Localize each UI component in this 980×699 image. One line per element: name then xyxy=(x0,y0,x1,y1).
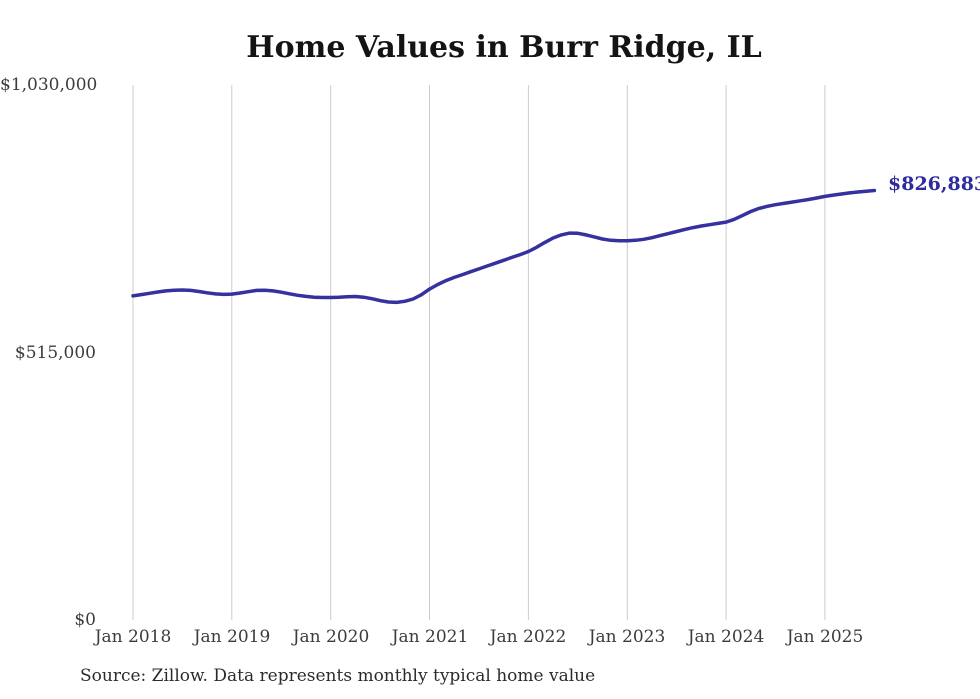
chart-title: Home Values in Burr Ridge, IL xyxy=(246,30,762,65)
source-attribution: Source: Zillow. Data represents monthly … xyxy=(80,666,596,686)
y-tick-label-0: $0 xyxy=(74,610,96,630)
x-tick-label-jan-2020: Jan 2020 xyxy=(292,627,370,647)
x-tick-label-jan-2024: Jan 2024 xyxy=(687,627,765,647)
x-tick-label-jan-2018: Jan 2018 xyxy=(94,627,172,647)
x-tick-label-jan-2022: Jan 2022 xyxy=(489,627,567,647)
y-tick-label-515000: $515,000 xyxy=(14,343,96,363)
x-tick-label-jan-2025: Jan 2025 xyxy=(786,627,864,647)
x-tick-label-jan-2021: Jan 2021 xyxy=(391,627,469,647)
home-value-line-series xyxy=(131,188,877,305)
x-tick-label-jan-2023: Jan 2023 xyxy=(588,627,666,647)
year-gridlines xyxy=(132,85,826,620)
x-tick-label-jan-2019: Jan 2019 xyxy=(193,627,271,647)
y-tick-label-1030000: $1,030,000 xyxy=(0,75,98,95)
latest-value-label: $826,883 xyxy=(888,173,980,195)
